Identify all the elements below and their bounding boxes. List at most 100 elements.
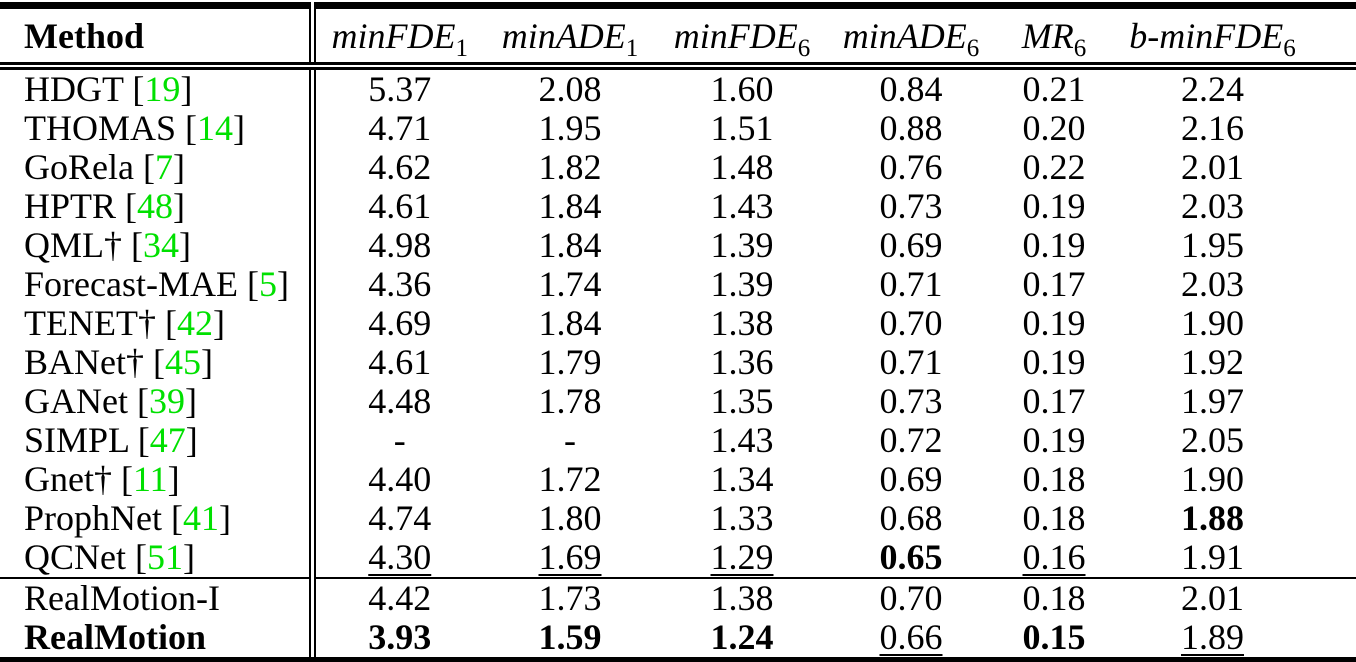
method-name: TENET†: [24, 303, 156, 343]
metric-value-cell: 2.24: [1114, 66, 1356, 109]
metric-value-cell: 1.36: [656, 343, 828, 382]
citation-number: 5: [258, 264, 277, 304]
method-name: BANet†: [24, 342, 144, 382]
method-cell: Forecast-MAE [5]: [0, 264, 316, 304]
metric-value: 2.05: [1181, 420, 1244, 460]
metric-value-cell: 1.24: [656, 618, 828, 662]
metric-value: 2.08: [538, 69, 602, 109]
citation-number: 34: [143, 225, 179, 265]
method-name: Gnet†: [24, 459, 112, 499]
column-header-mr6: MR6: [994, 5, 1114, 70]
citation-number: 11: [132, 459, 168, 499]
metric-value-cell: 2.03: [1114, 187, 1356, 226]
metric-subscript: 1: [625, 34, 639, 62]
metric-value-cell: 0.76: [828, 148, 994, 187]
metric-value: 1.84: [538, 225, 602, 265]
metric-value: 0.19: [1022, 342, 1086, 382]
citation-number: 41: [183, 498, 219, 538]
metric-name: minFDE: [331, 15, 456, 56]
method-name: HPTR: [24, 186, 117, 226]
citation-number: 7: [154, 147, 173, 187]
metric-value-cell: 4.61: [312, 343, 484, 382]
metric-value-cell: 0.68: [828, 499, 994, 538]
table-row: Gnet† [11] 4.40 1.72 1.34 0.69 0.18 1.90: [0, 460, 1356, 499]
metric-value: 0.18: [1022, 578, 1086, 618]
metric-value-cell: 1.84: [484, 304, 656, 343]
metric-value-cell: 4.69: [312, 304, 484, 343]
metric-value-cell: 1.38: [656, 304, 828, 343]
metric-value: 1.90: [1181, 459, 1244, 499]
metric-value: 1.38: [710, 578, 774, 618]
metric-value-cell: 0.73: [828, 382, 994, 421]
citation-number: 51: [147, 537, 183, 577]
metric-value: 0.76: [879, 147, 943, 187]
metric-value-cell: 0.72: [828, 421, 994, 460]
table-row: RealMotion-I 4.42 1.73 1.38 0.70 0.18 2.01: [0, 577, 1356, 618]
metric-value: 1.34: [710, 459, 774, 499]
table-row: RealMotion 3.93 1.59 1.24 0.66 0.15 1.89: [0, 618, 1356, 662]
metric-value: 1.60: [710, 69, 774, 109]
metric-value-cell: 1.69: [484, 538, 656, 578]
table-header: Method minFDE1 minADE1 minFDE6 minADE6 MR6 b-…: [0, 5, 1356, 70]
metric-value-cell: 0.19: [994, 304, 1114, 343]
metric-value: 0.15: [1022, 617, 1086, 657]
metric-value: 4.62: [368, 147, 432, 187]
metric-value-cell: 1.84: [484, 187, 656, 226]
metric-value: 0.18: [1022, 498, 1086, 538]
metric-value-cell: 4.62: [312, 148, 484, 187]
table-row: HDGT [19] 5.37 2.08 1.60 0.84 0.21 2.24: [0, 66, 1356, 109]
metric-value-cell: 1.79: [484, 343, 656, 382]
column-header-minfde1: minFDE1: [312, 5, 484, 70]
metric-value-cell: 0.19: [994, 421, 1114, 460]
citation-number: 39: [148, 381, 185, 421]
method-name: Forecast-MAE: [24, 264, 238, 304]
metric-value-cell: 0.71: [828, 265, 994, 304]
metric-value-cell: 1.48: [656, 148, 828, 187]
citation-ref: [45]: [144, 342, 213, 382]
metric-value: 0.21: [1022, 69, 1086, 109]
metric-subscript: 6: [1073, 34, 1087, 62]
metric-value: 1.73: [538, 578, 602, 618]
metric-value-cell: 1.39: [656, 226, 828, 265]
metric-value-cell: 0.21: [994, 66, 1114, 109]
table-row: QCNet [51] 4.30 1.69 1.29 0.65 0.16 1.91: [0, 538, 1356, 578]
metric-value-cell: 2.05: [1114, 421, 1356, 460]
metric-value-cell: 1.90: [1114, 304, 1356, 343]
metric-value-cell: 1.74: [484, 265, 656, 304]
metric-value: 0.70: [879, 303, 943, 343]
metric-value-cell: 0.17: [994, 382, 1114, 421]
metric-value: 1.39: [710, 264, 774, 304]
metric-value: 0.73: [879, 381, 943, 421]
metric-value: 0.69: [879, 459, 943, 499]
metric-value-cell: 2.01: [1114, 148, 1356, 187]
metric-value-cell: 1.78: [484, 382, 656, 421]
table-row: TENET† [42] 4.69 1.84 1.38 0.70 0.19 1.90: [0, 304, 1356, 343]
metric-value-cell: 0.16: [994, 538, 1114, 578]
metric-value-cell: 0.71: [828, 343, 994, 382]
metric-value: 3.93: [368, 617, 432, 657]
metric-subscript: 6: [1283, 34, 1296, 62]
metric-value-cell: 0.18: [994, 577, 1114, 618]
metric-value: 4.36: [368, 264, 432, 304]
metric-value-cell: 1.80: [484, 499, 656, 538]
metric-value-cell: 2.01: [1114, 577, 1356, 618]
method-cell: RealMotion-I: [0, 577, 316, 618]
method-cell: RealMotion: [0, 618, 316, 662]
metric-value-cell: 1.43: [656, 187, 828, 226]
citation-ref: [51]: [126, 537, 195, 577]
column-header-method: Method: [0, 5, 316, 70]
metric-name: minADE: [842, 15, 967, 56]
citation-ref: [48]: [116, 186, 186, 226]
metric-value: 0.20: [1022, 108, 1086, 148]
citation-ref: [47]: [128, 420, 198, 460]
metric-value: 0.22: [1022, 147, 1086, 187]
metric-value-cell: 0.65: [828, 538, 994, 578]
metric-value: 1.79: [538, 342, 602, 382]
citation-ref: [19]: [123, 69, 193, 109]
method-name: GANet: [24, 381, 128, 421]
metric-subscript: 1: [455, 34, 468, 62]
metric-value: -: [564, 420, 576, 460]
metric-value: 2.16: [1181, 108, 1244, 148]
metric-value: 4.30: [368, 537, 432, 577]
metric-value-cell: 1.92: [1114, 343, 1356, 382]
